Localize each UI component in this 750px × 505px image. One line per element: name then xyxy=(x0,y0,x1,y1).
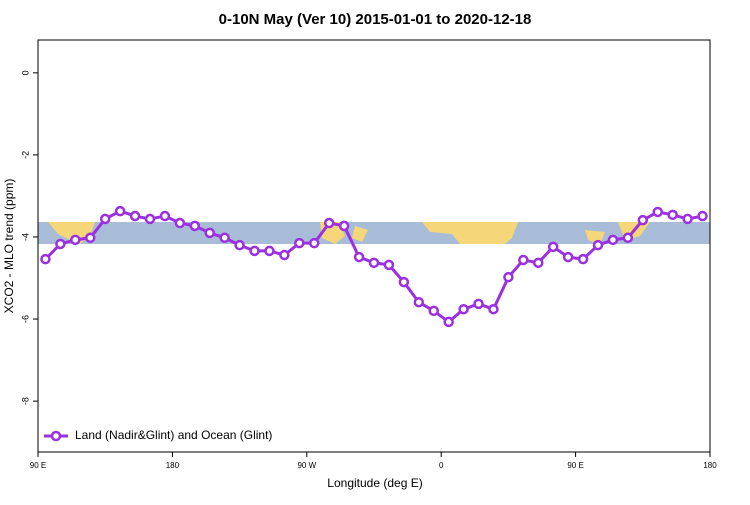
point xyxy=(55,238,66,250)
y-tick-label: -4 xyxy=(20,233,30,241)
point xyxy=(159,210,171,222)
point xyxy=(234,239,245,251)
point xyxy=(70,234,81,246)
point xyxy=(458,303,469,315)
point xyxy=(682,213,693,225)
plot-frame xyxy=(37,39,711,453)
point xyxy=(473,298,484,310)
point xyxy=(279,249,290,261)
point xyxy=(174,217,186,229)
y-tick-label: -6 xyxy=(20,315,30,323)
map-strip xyxy=(38,222,710,244)
point xyxy=(637,214,649,226)
point xyxy=(503,271,514,283)
point xyxy=(697,210,708,222)
point xyxy=(353,251,365,263)
point xyxy=(323,217,335,229)
x-tick-label: 90 E xyxy=(30,461,46,470)
point xyxy=(85,232,96,244)
point xyxy=(144,213,156,225)
x-tick-label: 180 xyxy=(703,461,717,470)
point xyxy=(533,257,544,269)
point xyxy=(294,237,305,249)
point xyxy=(667,209,678,221)
y-tick-label: 0 xyxy=(20,70,30,75)
y-tick-label: -8 xyxy=(20,397,30,405)
x-axis-label: Longitude (deg E) xyxy=(327,476,422,490)
point xyxy=(652,206,663,218)
point xyxy=(398,276,410,288)
point xyxy=(592,239,604,251)
point xyxy=(443,316,454,328)
point xyxy=(413,296,425,308)
point xyxy=(622,232,634,244)
point xyxy=(488,303,499,315)
x-tick-label: 90 E xyxy=(567,461,583,470)
point xyxy=(264,245,275,257)
point xyxy=(99,213,111,225)
point xyxy=(189,220,201,232)
legend-label: Land (Nadir&Glint) and Ocean (Glint) xyxy=(75,428,272,442)
x-tick-label: 180 xyxy=(166,461,180,470)
point xyxy=(518,254,529,266)
legend-marker xyxy=(50,430,62,442)
point xyxy=(309,237,320,249)
point xyxy=(547,241,559,253)
point xyxy=(219,232,230,244)
point xyxy=(383,259,395,271)
point xyxy=(249,245,260,257)
x-tick-label: 0 xyxy=(439,461,444,470)
point xyxy=(338,220,350,232)
point xyxy=(368,257,380,269)
point xyxy=(114,205,126,217)
chart-title: 0-10N May (Ver 10) 2015-01-01 to 2020-12… xyxy=(219,11,532,28)
y-axis-label: XCO2 - MLO trend (ppm) xyxy=(2,179,16,314)
point xyxy=(129,210,141,222)
point xyxy=(40,253,51,265)
point xyxy=(428,305,439,317)
point xyxy=(204,227,215,239)
point xyxy=(607,234,619,246)
point xyxy=(577,253,589,265)
point xyxy=(562,251,574,263)
x-tick-label: 90 W xyxy=(297,461,316,470)
y-tick-label: -2 xyxy=(20,151,30,159)
